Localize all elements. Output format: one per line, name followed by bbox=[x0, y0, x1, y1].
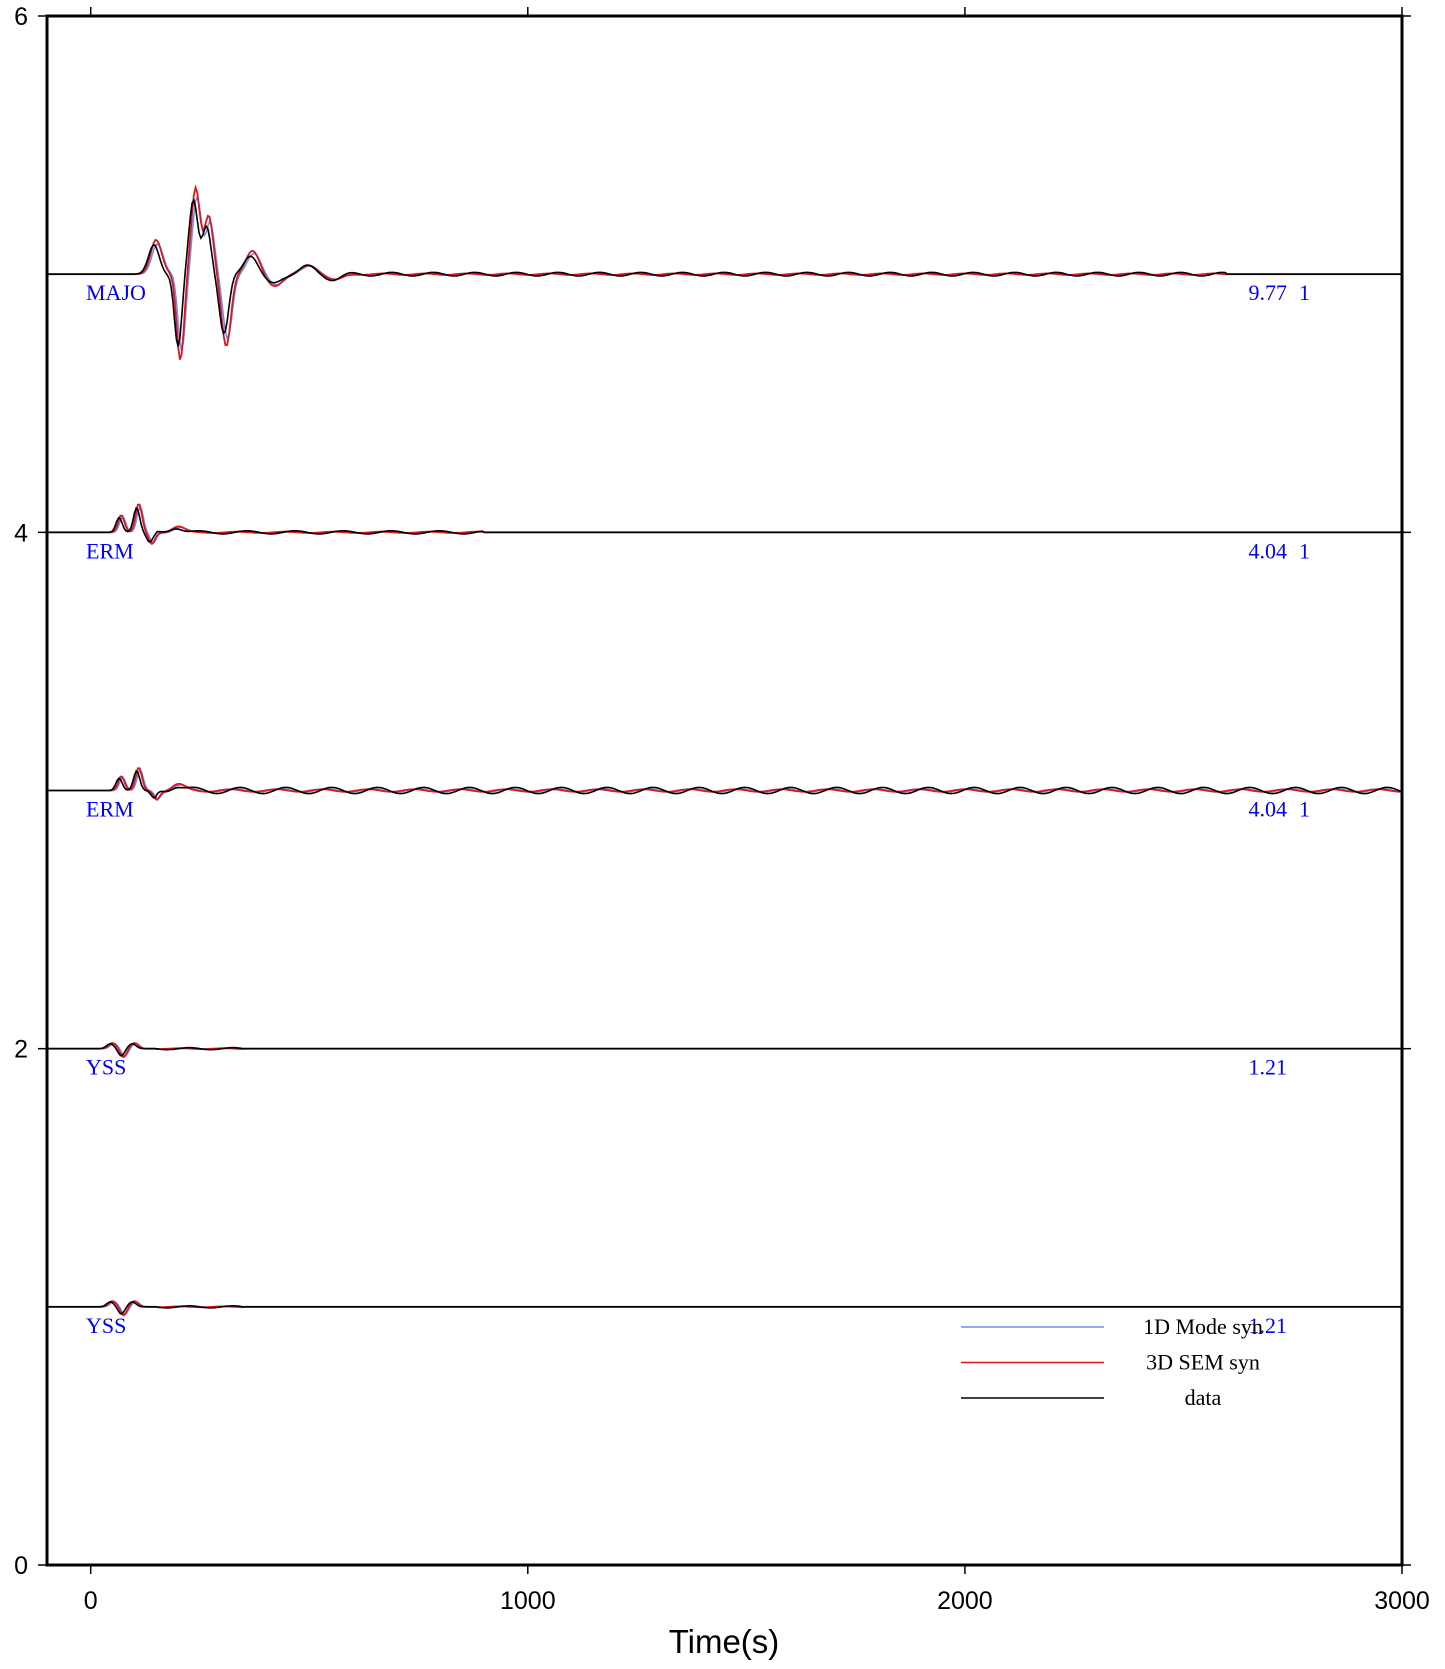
traces-layer bbox=[47, 184, 1403, 1317]
x-axis-title: Time(s) bbox=[669, 1623, 780, 1660]
plot-frame bbox=[45, 14, 1404, 1567]
y-tick-label: 0 bbox=[14, 1552, 28, 1580]
amplitude-suffix: 1 bbox=[1299, 538, 1310, 563]
trace-line bbox=[47, 767, 1403, 801]
amplitude-label: 1.21 bbox=[1249, 1313, 1288, 1338]
legend-label: data bbox=[1185, 1385, 1222, 1410]
y-tick-label: 6 bbox=[14, 3, 28, 31]
station-label: ERM bbox=[86, 538, 134, 563]
amplitude-suffix: 1 bbox=[1299, 797, 1310, 822]
trace-line bbox=[47, 1301, 1402, 1315]
station-label: ERM bbox=[86, 797, 134, 822]
station-label: YSS bbox=[86, 1055, 126, 1080]
station-label: YSS bbox=[86, 1313, 126, 1338]
legend: 1D Mode syn 3D SEM syn data bbox=[961, 1314, 1263, 1410]
labels-layer: MAJO 9.77 1 ERM 4.04 1 ERM 4.04 1 YSS 1.21 YSS 1.21 bbox=[86, 280, 1310, 1338]
trace-line bbox=[47, 503, 1402, 546]
trace-line bbox=[47, 1042, 1402, 1057]
legend-label: 3D SEM syn bbox=[1146, 1350, 1260, 1375]
y-tick-label: 4 bbox=[14, 519, 28, 547]
x-tick-label: 2000 bbox=[937, 1587, 993, 1615]
amplitude-label: 9.77 bbox=[1249, 280, 1288, 305]
amplitude-label: 4.04 bbox=[1249, 797, 1288, 822]
amplitude-label: 1.21 bbox=[1249, 1055, 1288, 1080]
amplitude-label: 4.04 bbox=[1249, 538, 1288, 563]
trace-line bbox=[47, 768, 1403, 800]
x-tick-label: 0 bbox=[84, 1587, 98, 1615]
trace-line bbox=[47, 1041, 1402, 1059]
trace-line bbox=[47, 197, 1402, 347]
trace-line bbox=[47, 184, 1402, 360]
trace-line bbox=[47, 505, 1402, 544]
station-label: MAJO bbox=[86, 280, 146, 305]
trace-line bbox=[47, 506, 1402, 543]
trace-line bbox=[47, 1300, 1402, 1315]
trace-line bbox=[47, 769, 1403, 799]
y-tick-label: 2 bbox=[14, 1036, 28, 1064]
x-tick-label: 3000 bbox=[1374, 1587, 1430, 1615]
legend-label: 1D Mode syn bbox=[1143, 1314, 1263, 1339]
trace-line bbox=[47, 1042, 1402, 1057]
ticks-layer: 0 1000 2000 3000 0 2 4 6 bbox=[14, 3, 1430, 1615]
amplitude-suffix: 1 bbox=[1299, 280, 1310, 305]
x-tick-label: 1000 bbox=[500, 1587, 556, 1615]
